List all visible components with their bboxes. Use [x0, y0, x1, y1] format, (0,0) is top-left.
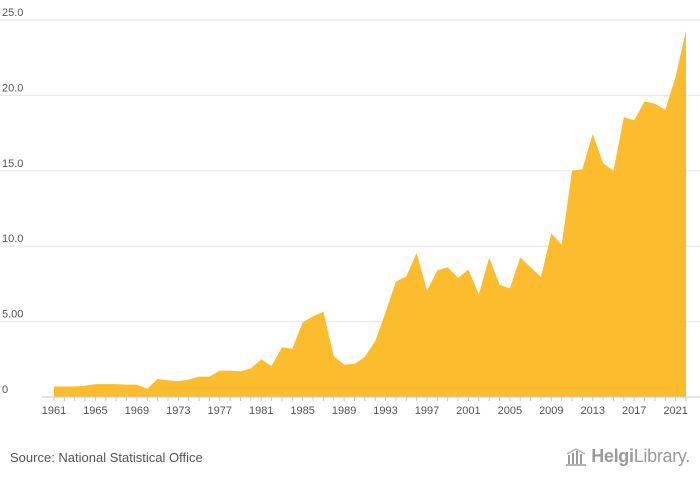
data-point[interactable] [372, 338, 378, 344]
data-point[interactable] [248, 365, 254, 371]
data-point[interactable] [455, 275, 461, 281]
x-tick-label: 2005 [498, 405, 522, 417]
y-tick-label: 15.0 [2, 158, 23, 170]
data-point[interactable] [569, 168, 575, 174]
data-point[interactable] [683, 28, 689, 34]
x-tick-label: 2009 [539, 405, 563, 417]
source-note: Source: National Statistical Office [10, 450, 203, 465]
axes: 0 5.00 10.0 15.0 20.0 25.0 1961 1965 1969 1973 197… [2, 7, 700, 417]
data-point[interactable] [403, 273, 409, 279]
x-tick-label: 1961 [42, 405, 66, 417]
x-tick-label: 1993 [373, 405, 397, 417]
data-point[interactable] [528, 264, 534, 270]
data-point[interactable] [497, 282, 503, 288]
data-point[interactable] [621, 114, 627, 120]
y-tick-label: 5.00 [2, 309, 23, 321]
data-point[interactable] [92, 381, 98, 387]
data-point[interactable] [82, 383, 88, 389]
data-point[interactable] [300, 319, 306, 325]
brand-part2: Library. [633, 446, 691, 466]
data-point[interactable] [548, 230, 554, 236]
y-tick-label: 0 [2, 384, 8, 396]
data-point[interactable] [155, 376, 161, 382]
y-tick-label: 20.0 [2, 82, 23, 94]
x-tick-label: 2021 [663, 405, 687, 417]
data-point[interactable] [610, 168, 616, 174]
data-point[interactable] [51, 383, 57, 389]
x-tick-label: 2017 [622, 405, 646, 417]
data-point[interactable] [434, 267, 440, 273]
data-point[interactable] [227, 368, 233, 374]
data-point[interactable] [124, 382, 130, 388]
data-point[interactable] [424, 288, 430, 294]
data-point[interactable] [165, 377, 171, 383]
x-tick-label: 1969 [125, 405, 149, 417]
data-point[interactable] [517, 255, 523, 261]
x-tick-label: 1997 [415, 405, 439, 417]
data-point[interactable] [72, 383, 78, 389]
data-point[interactable] [642, 98, 648, 104]
data-point[interactable] [310, 313, 316, 319]
library-building-icon [566, 447, 587, 466]
data-point[interactable] [414, 250, 420, 256]
data-point[interactable] [600, 160, 606, 166]
series-area [51, 28, 689, 398]
data-point[interactable] [351, 361, 357, 367]
x-tick-label: 1989 [332, 405, 356, 417]
x-tick-label: 1977 [208, 405, 232, 417]
x-tick-label: 1965 [83, 405, 107, 417]
data-point[interactable] [279, 344, 285, 350]
data-point[interactable] [289, 346, 295, 352]
data-point[interactable] [579, 166, 585, 172]
data-point[interactable] [590, 131, 596, 137]
data-point[interactable] [331, 353, 337, 359]
brand-text: HelgiLibrary. [591, 446, 690, 467]
data-point[interactable] [559, 242, 565, 248]
data-point[interactable] [662, 107, 668, 113]
data-point[interactable] [652, 101, 658, 107]
data-point[interactable] [258, 356, 264, 362]
data-point[interactable] [445, 264, 451, 270]
data-point[interactable] [237, 368, 243, 374]
data-point[interactable] [393, 279, 399, 285]
y-tick-label: 25.0 [2, 7, 23, 19]
data-point[interactable] [175, 378, 181, 384]
data-point[interactable] [538, 274, 544, 280]
brand-logo[interactable]: HelgiLibrary. [565, 446, 690, 467]
data-point[interactable] [476, 291, 482, 297]
data-point[interactable] [196, 374, 202, 380]
data-point[interactable] [507, 285, 513, 291]
x-tick-label: 2001 [456, 405, 480, 417]
data-point[interactable] [144, 386, 150, 392]
data-point[interactable] [61, 383, 67, 389]
data-point[interactable] [631, 117, 637, 123]
x-tick-label: 2013 [581, 405, 605, 417]
data-point[interactable] [362, 354, 368, 360]
data-point[interactable] [103, 381, 109, 387]
y-tick-label: 10.0 [2, 233, 23, 245]
data-point[interactable] [673, 74, 679, 80]
x-tick-label: 1973 [166, 405, 190, 417]
data-point[interactable] [269, 363, 275, 369]
brand-part1: Helgi [591, 446, 634, 466]
data-point[interactable] [113, 381, 119, 387]
data-point[interactable] [486, 255, 492, 261]
data-point[interactable] [186, 377, 192, 383]
data-point[interactable] [206, 374, 212, 380]
data-point[interactable] [383, 310, 389, 316]
data-point[interactable] [341, 362, 347, 368]
data-point[interactable] [217, 368, 223, 374]
area-series [54, 30, 686, 398]
x-tick-label: 1985 [290, 405, 314, 417]
data-point[interactable] [320, 309, 326, 315]
area-chart: 0 5.00 10.0 15.0 20.0 25.0 1961 1965 1969 1973 197… [0, 7, 700, 417]
data-point[interactable] [134, 382, 140, 388]
data-point[interactable] [465, 267, 471, 273]
x-tick-label: 1981 [249, 405, 273, 417]
